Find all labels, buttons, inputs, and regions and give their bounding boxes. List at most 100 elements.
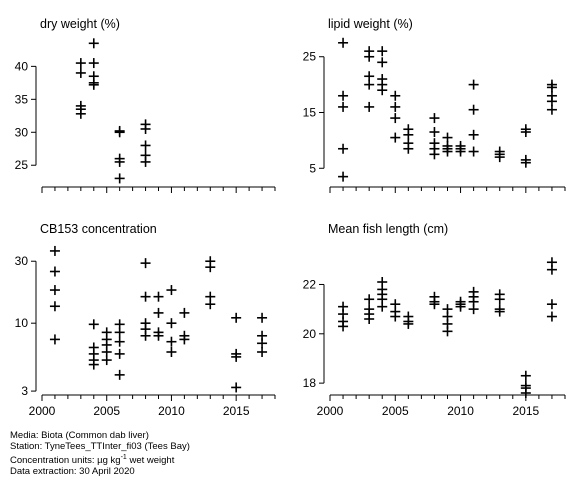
lipid-weight-point (468, 104, 479, 115)
panel-lipid-weight: lipid weight (%) 5 15 25 (303, 17, 566, 193)
dry-weight-y-tick-label: 25 (15, 158, 29, 172)
lipid-weight-point (546, 96, 557, 107)
cb153-y-tick-label: 3 (21, 384, 28, 398)
lipid-weight-point (442, 146, 453, 157)
lipid-weight-point (468, 146, 479, 157)
fish-length-point (377, 301, 388, 312)
cb153-point (166, 346, 177, 357)
lipid-weight-point (338, 171, 349, 182)
dry-weight-y-tick-label: 40 (15, 59, 29, 73)
lipid-weight-y-tick-label: 5 (309, 161, 316, 175)
lipid-weight-point (403, 129, 414, 140)
lipid-weight-point (546, 104, 557, 115)
footer-media: Media: Biota (Common dab liver) (10, 430, 149, 441)
fish-length-point (338, 321, 349, 332)
cb153-point (114, 348, 125, 359)
cb153-point (49, 245, 60, 256)
fish-length-point (390, 311, 401, 322)
cb153-y-tick-label: 10 (15, 316, 29, 330)
cb153-point (49, 334, 60, 345)
fish-length-title: Mean fish length (cm) (328, 222, 448, 236)
dry-weight-y-tick-label: 35 (15, 92, 29, 106)
lipid-weight-point (377, 46, 388, 57)
cb153-point (166, 318, 177, 329)
lipid-weight-point (455, 146, 466, 157)
lipid-weight-point (364, 51, 375, 62)
lipid-weight-point (390, 90, 401, 101)
fish-length-y-tick-label: 20 (303, 327, 317, 341)
footer-units-sup: -1 (120, 454, 127, 461)
fish-length-point (403, 318, 414, 329)
lipid-weight-point (364, 71, 375, 82)
cb153-point (179, 307, 190, 318)
cb153-point (166, 336, 177, 347)
cb153-point (140, 258, 151, 269)
cb153-point (114, 327, 125, 338)
lipid-weight-point (364, 101, 375, 112)
cb153-point (153, 307, 164, 318)
fish-length-point (429, 299, 440, 310)
lipid-weight-point (442, 132, 453, 143)
cb153-point (257, 338, 268, 349)
lipid-weight-point (377, 85, 388, 96)
cb153-x-tick-label: 2000 (29, 404, 56, 418)
dry-weight-point (140, 140, 151, 151)
lipid-weight-point (468, 129, 479, 140)
lipid-weight-point (338, 37, 349, 48)
fish-length-x-tick-label: 2005 (382, 404, 409, 418)
cb153-point (153, 330, 164, 341)
cb153-point (153, 291, 164, 302)
lipid-weight-point (468, 79, 479, 90)
lipid-weight-point (520, 157, 531, 168)
dry-weight-point (140, 123, 151, 134)
dry-weight-y-tick-label: 30 (15, 125, 29, 139)
cb153-point (114, 336, 125, 347)
footer-units: Concentration units: µg kg-1 wet weight (10, 452, 190, 466)
lipid-weight-point (520, 127, 531, 138)
dry-weight-point (75, 58, 86, 69)
dry-weight-point (114, 173, 125, 184)
cb153-point (101, 355, 112, 366)
footer-units-suffix: wet weight (126, 455, 175, 467)
dry-weight-point (88, 58, 99, 69)
lipid-weight-point (338, 101, 349, 112)
cb153-point (205, 299, 216, 310)
chart-canvas: dry weight (%) 25 30 35 40 lipid weight (%) 5 1… (15, 17, 566, 418)
fish-length-point (494, 306, 505, 317)
fish-length-point (520, 370, 531, 381)
dry-weight-point (114, 127, 125, 138)
lipid-weight-y-tick-label: 25 (303, 50, 317, 64)
lipid-weight-point (429, 127, 440, 138)
lipid-weight-point (429, 113, 440, 124)
fish-length-y-tick-label: 18 (303, 376, 317, 390)
fish-length-point (364, 314, 375, 324)
fish-length-point (455, 301, 466, 312)
lipid-weight-point (429, 149, 440, 160)
cb153-x-tick-label: 2005 (93, 404, 120, 418)
footer-units-mu: µg kg (97, 455, 121, 467)
footer-extraction: Data extraction: 30 April 2020 (10, 466, 135, 478)
dry-weight-point (114, 156, 125, 167)
panel-fish-length: Mean fish length (cm) 18 20 22 2000 2005 2010 2… (303, 222, 566, 418)
lipid-weight-y-tick-label: 15 (303, 106, 317, 120)
cb153-point (205, 262, 216, 273)
fish-length-point (546, 299, 557, 310)
fish-length-point (442, 326, 453, 337)
fish-length-point (520, 388, 531, 398)
dry-weight-title: dry weight (%) (40, 17, 120, 31)
dry-weight-point (75, 108, 86, 119)
cb153-y-tick-label: 30 (15, 254, 29, 268)
cb153-point (88, 359, 99, 370)
cb153-point (49, 285, 60, 296)
dry-weight-point (88, 79, 99, 90)
cb153-point (257, 312, 268, 323)
dry-weight-point (88, 38, 99, 49)
cb153-point (231, 312, 242, 323)
cb153-point (49, 301, 60, 312)
lipid-weight-point (390, 101, 401, 112)
fish-length-point (364, 294, 375, 305)
lipid-weight-title: lipid weight (%) (328, 17, 413, 31)
dry-weight-point (140, 156, 151, 167)
fish-length-point (546, 311, 557, 322)
fish-length-point (468, 304, 479, 315)
